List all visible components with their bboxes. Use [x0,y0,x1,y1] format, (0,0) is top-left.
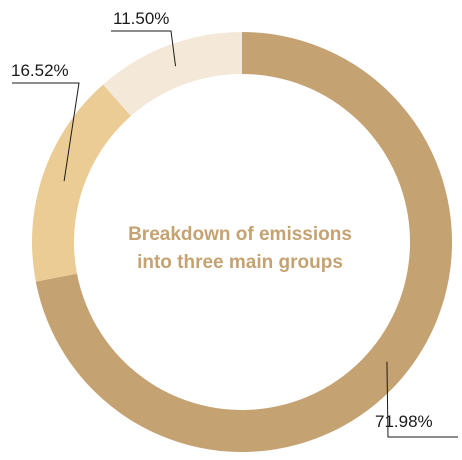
leader-line-1 [386,361,458,438]
center-title-line-2: into three main groups [137,252,343,273]
donut-slice-2 [31,84,131,282]
donut-slice-3 [103,32,242,116]
donut-slices [31,32,452,453]
leader-line-3 [111,30,177,67]
leader-line-2 [12,82,80,182]
slice-label-1: 71.98% [375,412,433,431]
slice-label-3: 11.50% [113,9,169,28]
slice-label-2: 16.52% [11,61,69,80]
leader-lines [12,30,458,438]
center-title-line-1: Breakdown of emissions [128,224,352,245]
